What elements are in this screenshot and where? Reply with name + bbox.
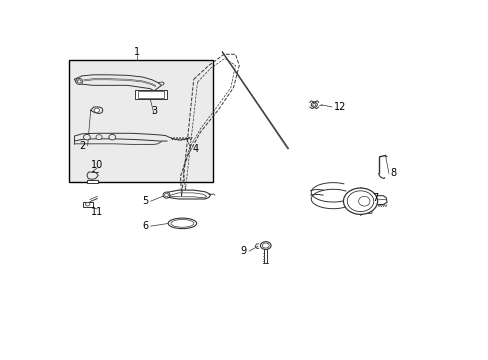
- Bar: [83, 202, 92, 207]
- Ellipse shape: [163, 192, 169, 198]
- Text: 10: 10: [91, 160, 103, 170]
- Bar: [138, 91, 164, 98]
- Ellipse shape: [96, 135, 102, 140]
- Bar: [68, 60, 212, 182]
- Text: 6: 6: [142, 221, 148, 231]
- Ellipse shape: [76, 78, 82, 85]
- Ellipse shape: [83, 134, 90, 140]
- Ellipse shape: [312, 103, 315, 106]
- Text: 8: 8: [390, 168, 396, 179]
- Ellipse shape: [262, 243, 268, 248]
- Bar: [135, 90, 167, 99]
- Text: 2: 2: [79, 141, 85, 151]
- Text: 1: 1: [134, 46, 140, 57]
- Ellipse shape: [343, 188, 377, 214]
- Text: 3: 3: [151, 106, 157, 116]
- Text: 5: 5: [142, 196, 148, 206]
- Text: 7: 7: [371, 193, 377, 203]
- Ellipse shape: [171, 220, 193, 227]
- Text: 4: 4: [192, 144, 198, 153]
- Bar: [87, 180, 98, 183]
- Text: 9: 9: [240, 246, 246, 256]
- Ellipse shape: [311, 102, 317, 107]
- Ellipse shape: [85, 203, 90, 206]
- Ellipse shape: [168, 218, 196, 229]
- Ellipse shape: [358, 196, 369, 206]
- Ellipse shape: [260, 242, 270, 249]
- Ellipse shape: [346, 191, 373, 212]
- Text: 11: 11: [91, 207, 103, 217]
- Ellipse shape: [77, 80, 81, 83]
- Text: 12: 12: [333, 102, 346, 112]
- Ellipse shape: [109, 134, 116, 140]
- Ellipse shape: [94, 108, 99, 112]
